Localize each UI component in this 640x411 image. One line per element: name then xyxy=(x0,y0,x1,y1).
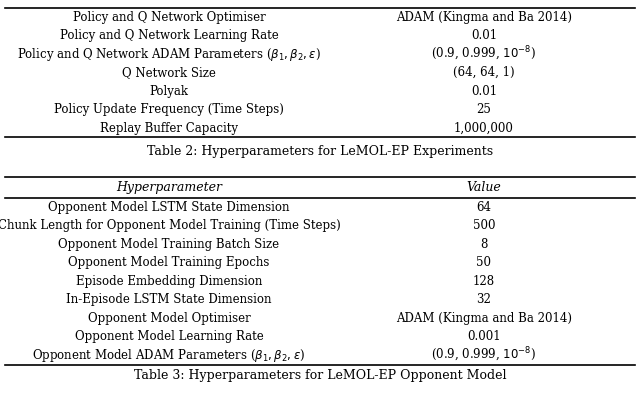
Text: Chunk Length for Opponent Model Training (Time Steps): Chunk Length for Opponent Model Training… xyxy=(0,219,340,232)
Text: (64, 64, 1): (64, 64, 1) xyxy=(453,66,515,79)
Text: 128: 128 xyxy=(473,275,495,288)
Text: Policy and Q Network Optimiser: Policy and Q Network Optimiser xyxy=(72,11,265,24)
Text: Q Network Size: Q Network Size xyxy=(122,66,216,79)
Text: 0.01: 0.01 xyxy=(471,29,497,42)
Text: Policy and Q Network Learning Rate: Policy and Q Network Learning Rate xyxy=(60,29,278,42)
Text: 64: 64 xyxy=(476,201,492,214)
Text: Replay Buffer Capacity: Replay Buffer Capacity xyxy=(100,122,238,135)
Text: ADAM (Kingma and Ba 2014): ADAM (Kingma and Ba 2014) xyxy=(396,312,572,325)
Text: Value: Value xyxy=(467,181,501,194)
Text: Opponent Model LSTM State Dimension: Opponent Model LSTM State Dimension xyxy=(48,201,290,214)
Text: Policy Update Frequency (Time Steps): Policy Update Frequency (Time Steps) xyxy=(54,103,284,116)
Text: Opponent Model Training Batch Size: Opponent Model Training Batch Size xyxy=(58,238,280,251)
Text: 50: 50 xyxy=(476,256,492,269)
Text: 1,000,000: 1,000,000 xyxy=(454,122,514,135)
Text: 8: 8 xyxy=(480,238,488,251)
Text: Polyak: Polyak xyxy=(149,85,188,98)
Text: 25: 25 xyxy=(476,103,492,116)
Text: Opponent Model ADAM Parameters ($\beta_1, \beta_2, \epsilon$): Opponent Model ADAM Parameters ($\beta_1… xyxy=(33,347,305,364)
Text: Policy and Q Network ADAM Parameters ($\beta_1, \beta_2, \epsilon$): Policy and Q Network ADAM Parameters ($\… xyxy=(17,46,321,63)
Text: 0.001: 0.001 xyxy=(467,330,500,343)
Text: 500: 500 xyxy=(473,219,495,232)
Text: (0.9, 0.999, $10^{-8}$): (0.9, 0.999, $10^{-8}$) xyxy=(431,346,536,364)
Text: (0.9, 0.999, $10^{-8}$): (0.9, 0.999, $10^{-8}$) xyxy=(431,45,536,63)
Text: 0.01: 0.01 xyxy=(471,85,497,98)
Text: Table 3: Hyperparameters for LeMOL-EP Opponent Model: Table 3: Hyperparameters for LeMOL-EP Op… xyxy=(134,369,506,382)
Text: Opponent Model Learning Rate: Opponent Model Learning Rate xyxy=(74,330,263,343)
Text: Hyperparameter: Hyperparameter xyxy=(116,181,222,194)
Text: In-Episode LSTM State Dimension: In-Episode LSTM State Dimension xyxy=(66,293,271,306)
Text: Episode Embedding Dimension: Episode Embedding Dimension xyxy=(76,275,262,288)
Text: ADAM (Kingma and Ba 2014): ADAM (Kingma and Ba 2014) xyxy=(396,11,572,24)
Text: Table 2: Hyperparameters for LeMOL-EP Experiments: Table 2: Hyperparameters for LeMOL-EP Ex… xyxy=(147,145,493,158)
Text: 32: 32 xyxy=(476,293,492,306)
Text: Opponent Model Optimiser: Opponent Model Optimiser xyxy=(88,312,250,325)
Text: Opponent Model Training Epochs: Opponent Model Training Epochs xyxy=(68,256,269,269)
